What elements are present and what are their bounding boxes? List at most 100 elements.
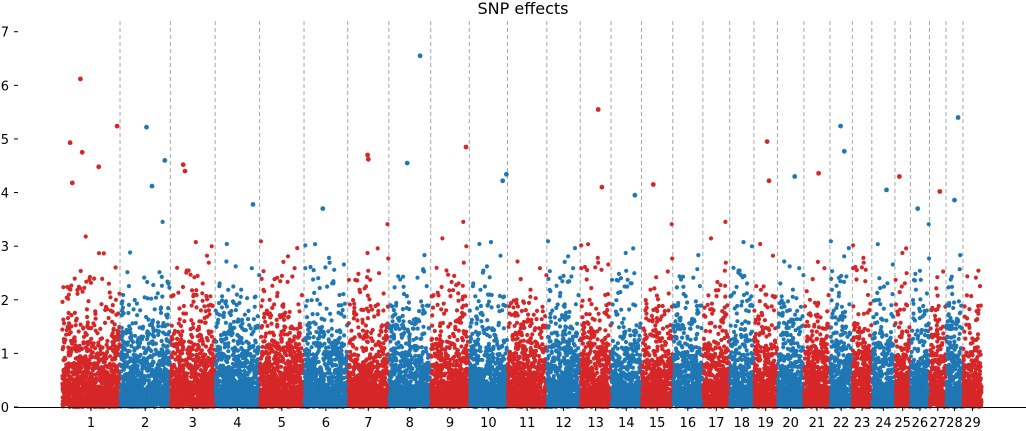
snp-point [113,297,118,302]
snp-point [142,275,147,280]
snp-point [115,396,120,401]
snp-point [113,265,118,270]
snp-point [290,274,295,279]
snp-point [158,310,164,315]
snp-point [218,333,224,338]
snp-point [277,400,282,405]
snp-point [234,386,239,391]
snp-point [279,273,284,278]
snp-point [78,268,83,274]
snp-point [260,344,265,349]
snp-point [93,355,98,360]
snp-point [259,394,264,399]
snp-point [227,402,232,407]
snp-point [233,264,238,269]
snp-point [78,354,83,359]
snp-point [157,396,162,401]
snp-point [166,306,171,311]
snp-point [126,394,131,399]
snp-point [127,324,132,329]
snp-point [73,377,78,382]
snp-point [206,308,211,313]
snp-point [180,402,185,407]
snp-point [203,352,208,357]
snp-point [278,279,283,284]
snp-point [311,277,316,282]
snp-point [266,378,271,383]
snp-point [152,307,157,312]
snp-point [270,283,275,288]
snp-point [285,382,291,387]
snp-point [122,364,127,370]
snp-point [74,349,79,354]
snp-point [76,329,81,334]
snp-point [207,358,212,363]
snp-point [162,356,167,361]
snp-point [95,331,100,336]
snp-point [71,380,76,385]
snp-point [303,304,308,309]
snp-point [88,280,94,285]
snp-point [89,341,94,346]
snp-point [258,239,264,244]
snp-point [60,376,65,381]
snp-point [93,363,98,368]
snp-point [224,241,229,247]
snp-point [91,321,96,326]
snp-point [261,287,266,292]
snp-point [89,355,94,360]
snp-point [124,354,129,359]
snp-point [83,234,88,239]
snp-point [221,310,227,315]
snp-point [81,326,86,331]
snp-point [265,323,270,328]
snp-point [119,313,124,318]
snp-point [294,343,299,348]
snp-point [66,310,71,316]
snp-point [226,329,231,334]
snp-point [150,318,156,323]
snp-point [100,365,106,370]
snp-point [111,348,116,353]
snp-point [295,394,301,399]
snp-point [151,282,156,288]
snp-point [278,358,283,364]
snp-point [225,354,230,359]
snp-point [103,388,108,393]
snp-point [315,312,320,317]
snp-point [63,396,68,401]
snp-point [247,364,252,370]
snp-point [251,317,256,322]
snp-point [60,387,65,392]
snp-point [208,294,213,299]
snp-point [154,374,160,380]
snp-point [282,332,287,337]
snp-point [200,393,205,398]
snp-point [183,357,188,363]
snp-point [271,356,277,362]
snp-point [124,328,129,333]
snp-point [113,353,118,358]
snp-point [279,339,284,344]
chromosome-separators [119,21,964,407]
snp-point [327,260,332,265]
snp-point [189,380,195,385]
snp-point [84,364,89,369]
snp-point [184,270,189,275]
snp-point [174,396,180,401]
snp-point [165,344,170,349]
snp-point [149,296,154,301]
snp-point [73,356,78,361]
snp-point [266,374,271,379]
snp-point [242,372,247,377]
snp-point [109,382,114,387]
snp-point [178,358,183,363]
snp-point [110,394,115,399]
snp-point [242,363,247,368]
snp-point [66,383,71,388]
snp-point [73,383,78,388]
snp-point [143,350,148,355]
snp-point [246,396,251,402]
snp-point [299,293,304,298]
snp-point [230,396,235,401]
